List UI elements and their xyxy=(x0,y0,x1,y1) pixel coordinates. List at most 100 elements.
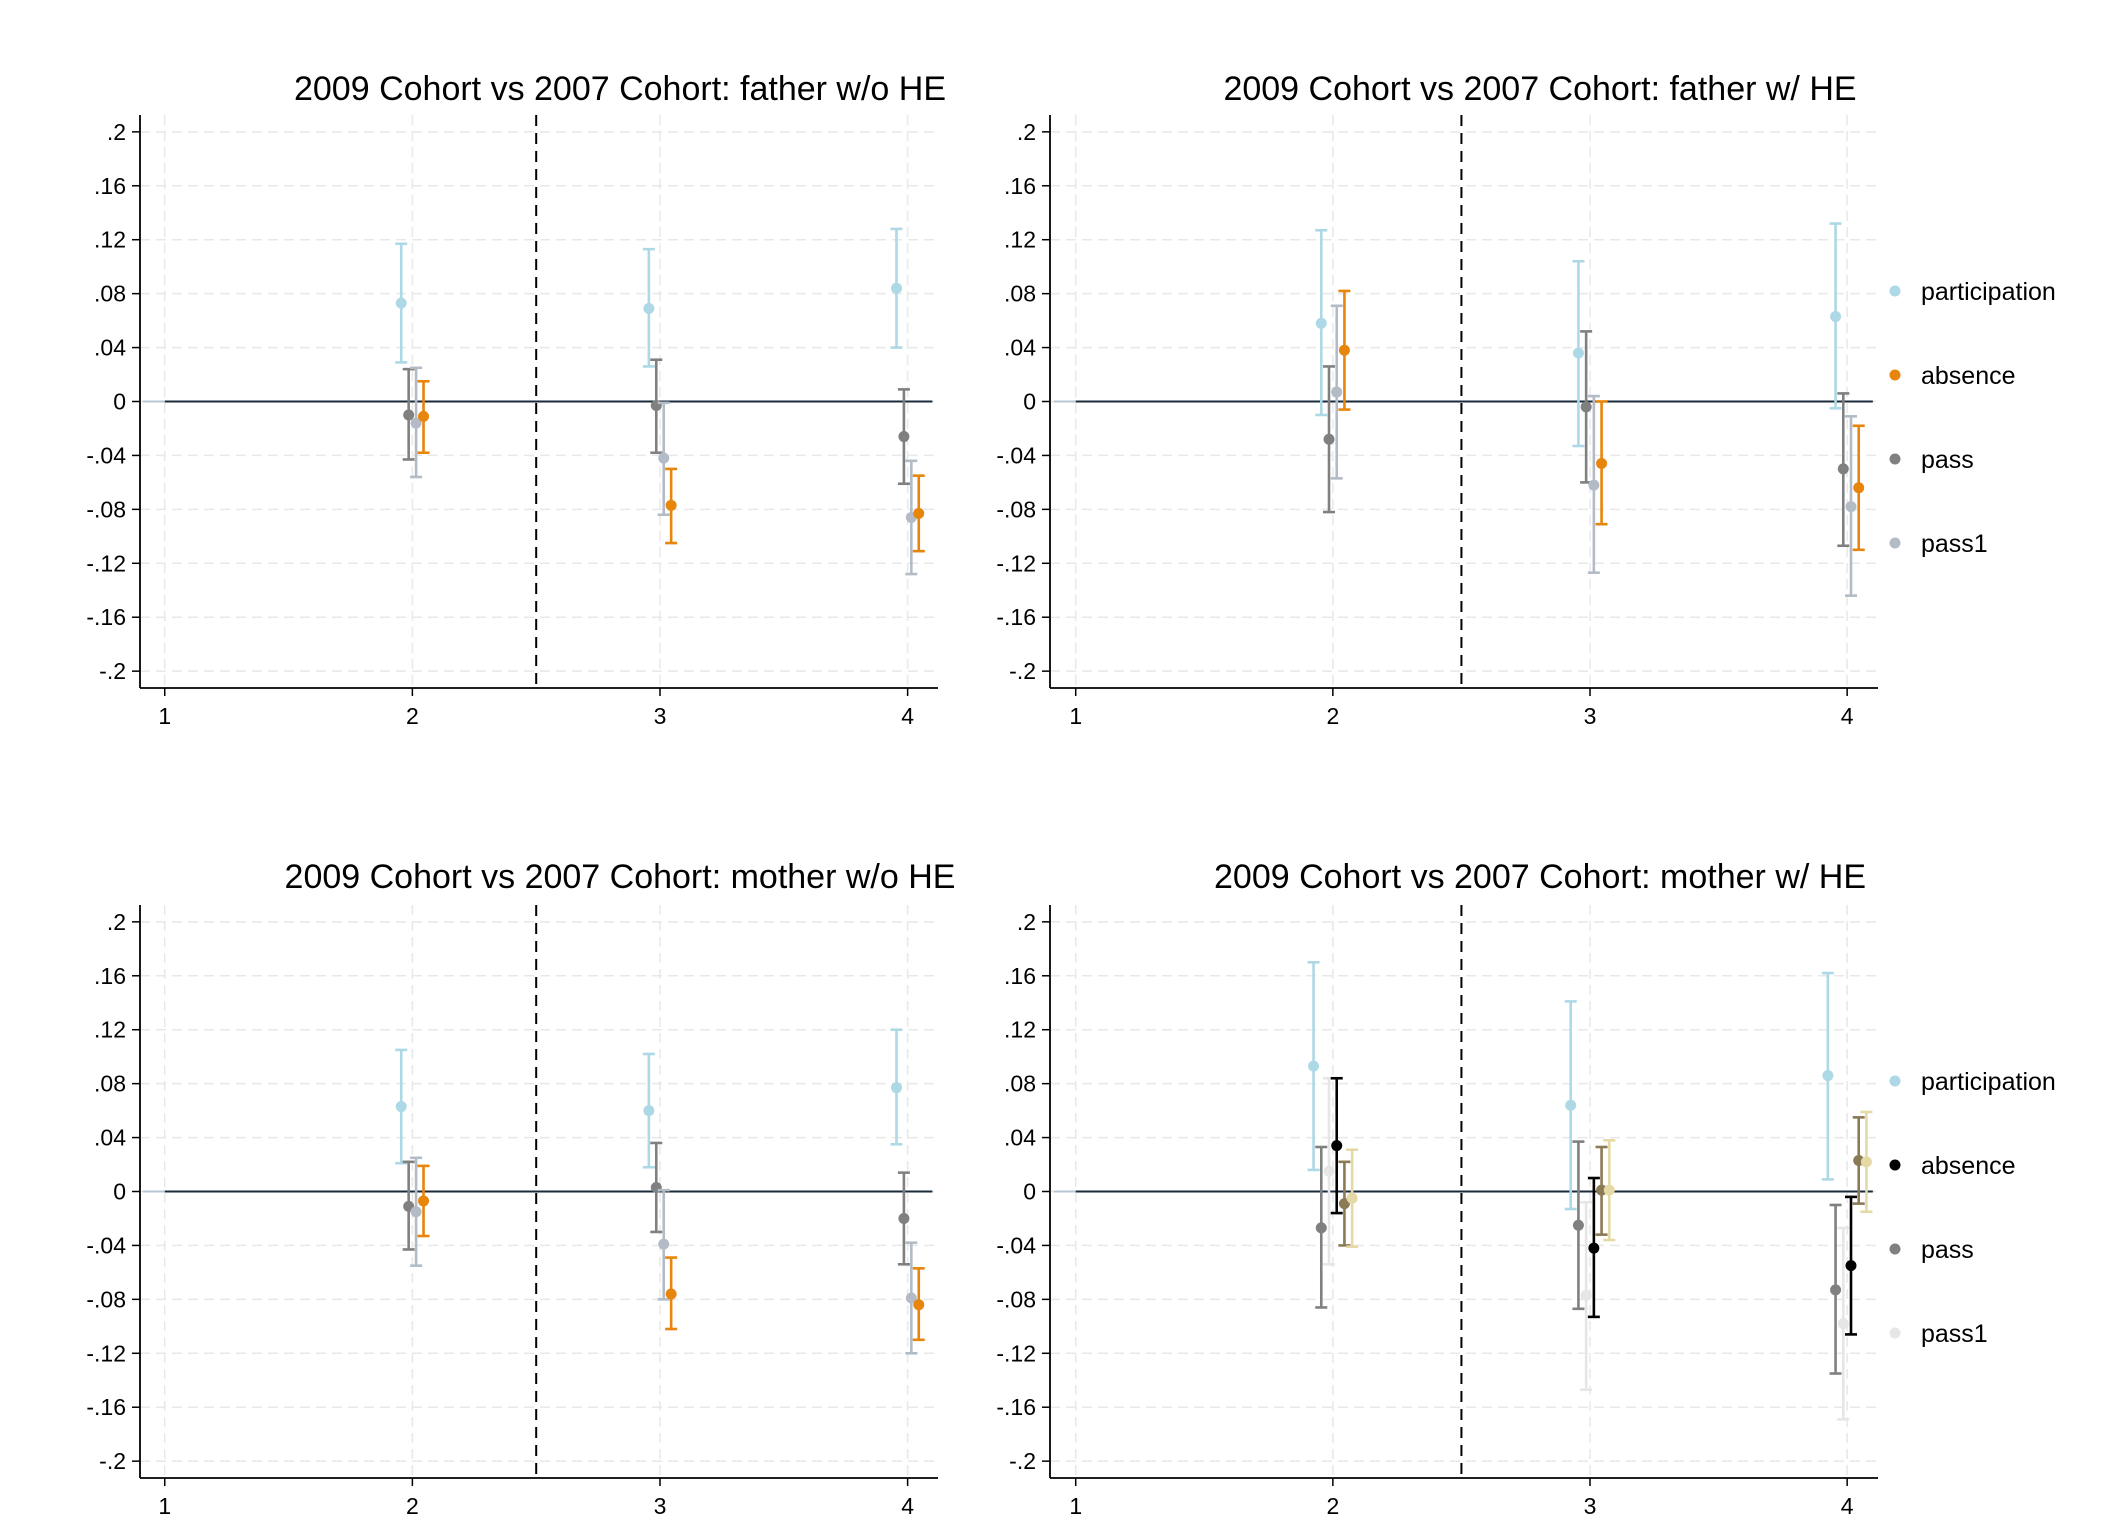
series-1 xyxy=(1315,222,1842,448)
y-tick-label: .16 xyxy=(1004,173,1036,199)
y-tick-label: .08 xyxy=(1004,281,1036,307)
y-tick-label: .2 xyxy=(1017,119,1036,145)
x-tick-label: 3 xyxy=(1584,703,1597,729)
legend-label: participation xyxy=(1921,1068,2056,1096)
y-tick-label: .04 xyxy=(94,335,126,361)
panel-title: 2009 Cohort vs 2007 Cohort: father w/ HE xyxy=(1223,70,1856,108)
data-point xyxy=(643,1105,655,1117)
y-tick-label: -.12 xyxy=(86,550,126,576)
y-tick-label: -.12 xyxy=(996,550,1036,576)
legend-label: absence xyxy=(1921,1152,2016,1180)
y-tick-label: .2 xyxy=(107,119,126,145)
legend-swatch xyxy=(1889,453,1901,465)
data-point xyxy=(1572,1219,1584,1231)
y-tick-label: -.2 xyxy=(99,1448,126,1474)
data-point xyxy=(1580,1289,1592,1301)
y-tick-label: .2 xyxy=(1017,909,1036,935)
series-3 xyxy=(1323,1076,1850,1421)
panel-2: 2009 Cohort vs 2007 Cohort: father w/ HE… xyxy=(996,70,2055,729)
y-tick-label: -.04 xyxy=(86,442,126,468)
data-point xyxy=(418,410,430,422)
series-4 xyxy=(1330,1076,1857,1336)
data-point xyxy=(1331,386,1343,398)
panel-1: 2009 Cohort vs 2007 Cohort: father w/o H… xyxy=(86,70,946,729)
data-point xyxy=(890,282,902,294)
series-1 xyxy=(395,1028,903,1169)
data-point xyxy=(1830,311,1842,323)
series-2 xyxy=(402,358,910,486)
legend-swatch xyxy=(1889,1075,1901,1087)
legend-swatch xyxy=(1889,369,1901,381)
y-tick-label: -.2 xyxy=(1009,658,1036,684)
y-tick-label: .04 xyxy=(1004,1125,1036,1151)
data-point xyxy=(1338,344,1350,356)
data-point xyxy=(1572,347,1584,359)
data-point xyxy=(665,1288,677,1300)
legend-swatch xyxy=(1889,537,1901,549)
y-tick-label: -.2 xyxy=(1009,1448,1036,1474)
data-point xyxy=(898,431,910,443)
data-point xyxy=(1580,401,1592,413)
legend-label: pass xyxy=(1921,446,1974,474)
data-point xyxy=(418,1195,430,1207)
y-tick-label: .04 xyxy=(94,1125,126,1151)
legend-swatch xyxy=(1889,1243,1901,1255)
x-tick-label: 3 xyxy=(654,1493,667,1519)
legend-swatch xyxy=(1889,285,1901,297)
data-point xyxy=(913,1299,925,1311)
legend-label: participation xyxy=(1921,278,2056,306)
y-tick-label: .12 xyxy=(1004,1017,1036,1043)
legend-label: pass1 xyxy=(1921,530,1988,558)
data-point xyxy=(913,507,925,519)
series-3 xyxy=(1330,304,1857,597)
data-point xyxy=(1588,1242,1600,1254)
data-point xyxy=(410,1206,422,1218)
series-4 xyxy=(417,1164,925,1342)
series-1 xyxy=(395,227,903,368)
panel-4: 2009 Cohort vs 2007 Cohort: mother w/ HE… xyxy=(996,858,2055,1519)
data-point xyxy=(1837,463,1849,475)
data-point xyxy=(395,297,407,309)
series-6 xyxy=(1346,1110,1873,1249)
x-tick-label: 3 xyxy=(1584,1493,1597,1519)
y-tick-label: .12 xyxy=(94,227,126,253)
data-point xyxy=(395,1101,407,1113)
series-4 xyxy=(1338,289,1865,552)
data-point xyxy=(658,1238,670,1250)
x-tick-label: 4 xyxy=(901,703,914,729)
legend-label: absence xyxy=(1921,362,2016,390)
y-tick-label: 0 xyxy=(1023,1179,1036,1205)
x-tick-label: 4 xyxy=(1841,1493,1854,1519)
x-tick-label: 1 xyxy=(1069,703,1082,729)
y-tick-label: 0 xyxy=(113,389,126,415)
data-point xyxy=(1845,1260,1857,1272)
data-point xyxy=(1331,1140,1343,1152)
x-tick-label: 2 xyxy=(1326,1493,1339,1519)
data-point xyxy=(1308,1060,1320,1072)
series-4 xyxy=(417,379,925,553)
panel-title: 2009 Cohort vs 2007 Cohort: mother w/ HE xyxy=(1214,858,1866,896)
series-1 xyxy=(1307,960,1834,1211)
x-tick-label: 1 xyxy=(158,1493,171,1519)
y-tick-label: .2 xyxy=(107,909,126,935)
y-tick-label: .16 xyxy=(1004,963,1036,989)
y-tick-label: 0 xyxy=(113,1179,126,1205)
data-point xyxy=(1596,458,1608,470)
y-tick-label: -.04 xyxy=(996,1232,1036,1258)
data-point xyxy=(1323,1165,1335,1177)
legend: participation absence pass pass1 xyxy=(1889,278,2056,558)
y-tick-label: .16 xyxy=(94,963,126,989)
x-tick-label: 2 xyxy=(406,703,419,729)
y-tick-label: -.12 xyxy=(86,1340,126,1366)
y-tick-label: .12 xyxy=(94,1017,126,1043)
series-2 xyxy=(1323,330,1850,548)
legend-swatch xyxy=(1889,1327,1901,1339)
y-tick-label: -.12 xyxy=(996,1340,1036,1366)
data-point xyxy=(658,452,670,464)
x-tick-label: 4 xyxy=(901,1493,914,1519)
data-point xyxy=(1830,1284,1842,1296)
y-tick-label: .04 xyxy=(1004,335,1036,361)
legend-label: pass xyxy=(1921,1236,1974,1264)
y-tick-label: -.16 xyxy=(996,604,1036,630)
